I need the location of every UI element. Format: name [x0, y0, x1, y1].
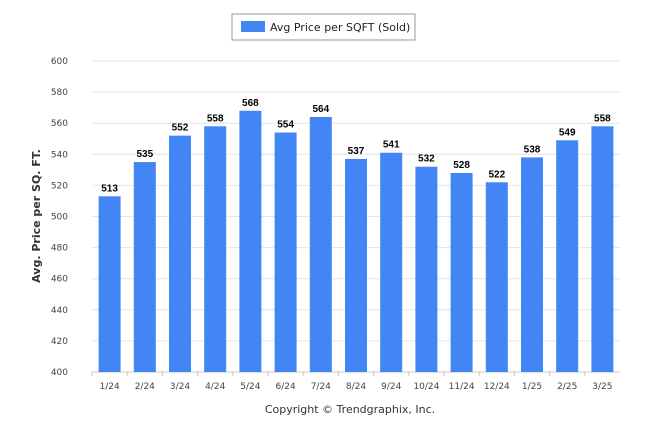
y-tick-label: 520 — [51, 181, 68, 191]
bar[interactable] — [239, 110, 262, 372]
bar-value-label: 558 — [207, 113, 224, 124]
x-tick-label: 10/24 — [413, 382, 439, 392]
copyright-footer: Copyright © Trendgraphix, Inc. — [265, 403, 435, 416]
bar[interactable] — [485, 182, 508, 372]
x-tick-label: 5/24 — [240, 382, 260, 392]
bars — [98, 110, 614, 372]
x-tick-label: 11/24 — [449, 382, 475, 392]
bar[interactable] — [556, 140, 579, 372]
bar[interactable] — [415, 166, 438, 372]
x-tick-label: 8/24 — [346, 382, 366, 392]
bar[interactable] — [380, 152, 403, 372]
x-tick-label: 9/24 — [381, 382, 401, 392]
x-tick-label: 4/24 — [205, 382, 225, 392]
bar-value-label: 541 — [383, 140, 400, 151]
y-tick-label: 420 — [51, 337, 68, 347]
y-tick-label: 560 — [51, 119, 68, 129]
bar[interactable] — [309, 116, 332, 372]
x-tick-label: 3/25 — [592, 382, 612, 392]
y-tick-label: 460 — [51, 275, 68, 285]
x-tick-label: 12/24 — [484, 382, 510, 392]
x-tick-label: 2/25 — [557, 382, 577, 392]
y-tick-label: 400 — [51, 368, 68, 378]
y-axis-ticks: 400 420 440 460 480 500 520 540 560 580 600 — [51, 57, 68, 378]
bar-value-label: 564 — [312, 104, 329, 115]
legend[interactable]: Avg Price per SQFT (Sold) — [231, 13, 416, 41]
y-tick-label: 500 — [51, 213, 68, 223]
bar[interactable] — [450, 172, 473, 372]
bar[interactable] — [521, 157, 543, 372]
y-tick-label: 440 — [51, 306, 68, 316]
x-tick-label: 3/24 — [170, 382, 190, 392]
bar-value-label: 538 — [524, 144, 541, 155]
bar-value-label: 532 — [418, 154, 435, 165]
bar-value-label: 513 — [101, 183, 118, 194]
bar[interactable] — [345, 158, 367, 372]
y-tick-label: 580 — [51, 88, 68, 98]
bar[interactable] — [274, 132, 297, 372]
legend-swatch — [241, 21, 265, 32]
value-labels: 513 535 552 558 568 554 564 537 541 532 528 522 538 5… — [101, 98, 611, 195]
x-tick-label: 1/25 — [522, 382, 542, 392]
bar-value-label: 549 — [559, 127, 576, 138]
bar[interactable] — [204, 126, 227, 372]
legend-label: Avg Price per SQFT (Sold) — [270, 21, 410, 34]
bar[interactable] — [98, 196, 121, 372]
x-tick-label: 6/24 — [275, 382, 295, 392]
bar[interactable] — [133, 162, 156, 372]
bar[interactable] — [169, 135, 191, 372]
x-tick-label: 2/24 — [135, 382, 155, 392]
bar-value-label: 558 — [594, 113, 611, 124]
x-tick-label: 1/24 — [99, 382, 119, 392]
bar-value-label: 535 — [136, 149, 153, 160]
y-axis-title: Avg. Price per SQ. FT. — [30, 149, 43, 283]
bar-value-label: 537 — [348, 146, 365, 157]
y-tick-label: 600 — [51, 57, 68, 67]
bar[interactable] — [591, 126, 614, 372]
y-tick-label: 480 — [51, 244, 68, 254]
y-tick-label: 540 — [51, 150, 68, 160]
x-tick-label: 7/24 — [311, 382, 331, 392]
bar-value-label: 568 — [242, 98, 259, 109]
bar-value-label: 552 — [172, 123, 189, 134]
x-axis-ticks: 1/24 2/24 3/24 4/24 5/24 6/24 7/24 8/24 9/24 10/2… — [91, 372, 613, 392]
bar-value-label: 528 — [453, 160, 470, 171]
bar-value-label: 554 — [277, 120, 294, 131]
bar-value-label: 522 — [488, 169, 505, 180]
